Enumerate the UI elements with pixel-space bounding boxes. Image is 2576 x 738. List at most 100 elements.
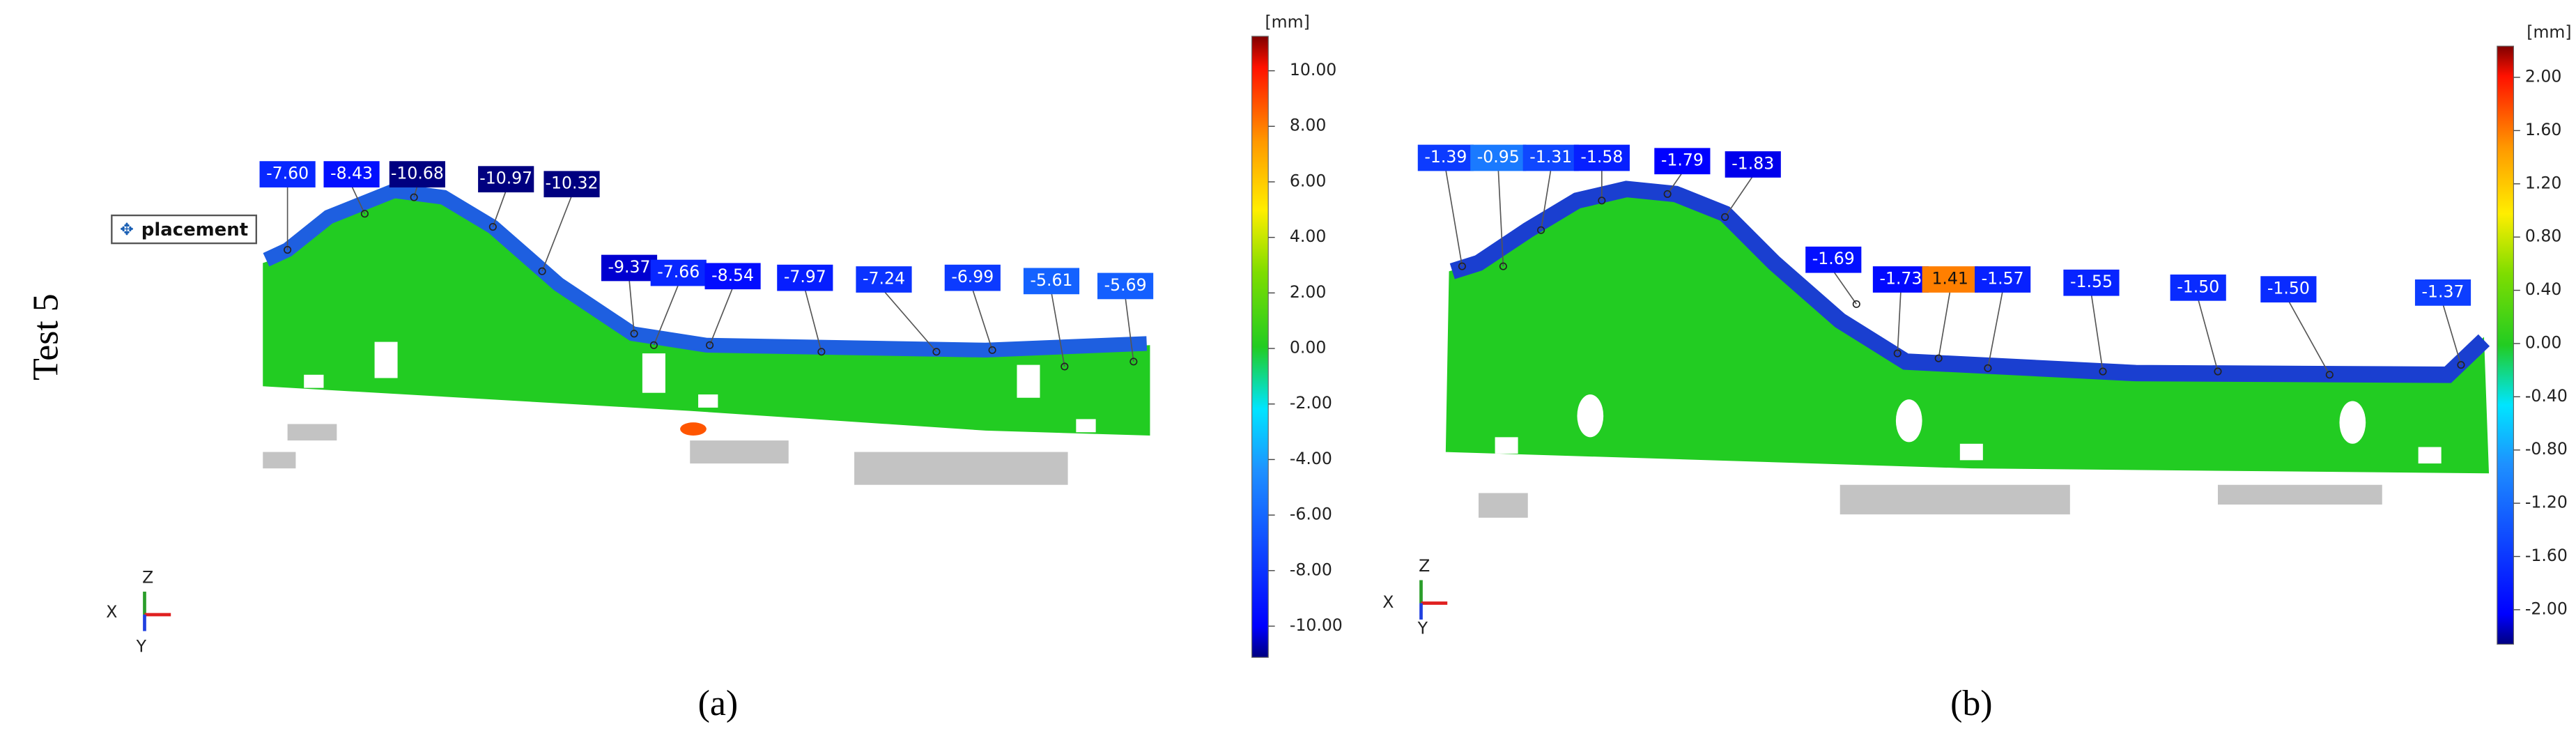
annotation-box [944, 264, 1001, 291]
svg-text:✥: ✥ [120, 220, 134, 239]
probe-point [706, 341, 714, 349]
axis-label: X [106, 602, 117, 622]
leader-line [1897, 291, 1902, 354]
leader-line [1051, 292, 1065, 367]
annotation-box [1573, 144, 1630, 171]
axis-label: Y [1417, 619, 1428, 638]
scale-label: -2.00 [1290, 393, 1332, 413]
annotation-box [2414, 279, 2471, 306]
part-b [1445, 180, 2490, 518]
annotation-label: -7.66 [657, 262, 700, 282]
probe-point [1721, 213, 1729, 221]
probe-point [1663, 190, 1672, 198]
scale-label: -10.00 [1290, 615, 1343, 635]
probe-point [630, 330, 638, 338]
annotation-label: -8.54 [711, 266, 754, 285]
annotation-box [478, 166, 534, 193]
annotation-box [259, 161, 316, 187]
annotation-box [2260, 276, 2317, 303]
scale-label: 0.00 [2525, 332, 2561, 352]
scale-label: 1.20 [2525, 173, 2561, 192]
leader-line [1667, 172, 1683, 194]
probe-point [410, 193, 418, 201]
annotation-label: -1.58 [1580, 147, 1623, 167]
unit-label: [mm] [1265, 13, 1309, 32]
placement-tag: placement [141, 220, 248, 240]
annotation-box [650, 259, 707, 286]
annotation-label: -5.69 [1104, 275, 1147, 295]
leader-line [1938, 291, 1951, 359]
annotation-label: -1.83 [1732, 153, 1774, 173]
scale-label: 2.00 [2525, 66, 2561, 86]
annotation-label: -1.57 [1982, 269, 2024, 289]
probe-point [2325, 371, 2334, 379]
probe-point [2099, 367, 2107, 376]
axis-label: Y [136, 637, 147, 656]
annotation-box [1417, 144, 1474, 171]
leader-line [709, 287, 734, 346]
probe-point [2214, 367, 2222, 376]
annotation-box [1805, 246, 1862, 273]
annotation-label: -7.60 [266, 164, 309, 183]
annotation-label: 1.41 [1931, 269, 1968, 289]
leader-line [2442, 304, 2462, 365]
annotation-box [1470, 144, 1527, 171]
axis-label: Z [142, 568, 153, 587]
probe-point [1893, 349, 1902, 358]
annotation-box [601, 254, 658, 282]
annotation-label: -0.95 [1477, 147, 1520, 167]
leader-line [350, 185, 366, 215]
leader-line [1497, 169, 1504, 267]
probe-point [932, 348, 941, 356]
scale-label: 6.00 [1290, 171, 1326, 190]
scale-label: 0.40 [2525, 279, 2561, 299]
annotation-box [1654, 148, 1711, 175]
leader-line [2288, 300, 2331, 376]
probe-point [1598, 197, 1606, 205]
annotation-box [1023, 268, 1080, 295]
scale-label: -0.80 [2525, 439, 2568, 459]
annotation-label: -1.37 [2422, 282, 2465, 301]
probe-point [1984, 364, 1992, 372]
annotations: -7.60 -8.43 -10.68 -10.97 -10.32 -9.37 -7.66 -8… [259, 144, 2471, 379]
probe-point [1537, 226, 1545, 234]
scale-label: -6.00 [1290, 505, 1332, 524]
scale-label: 1.60 [2525, 120, 2561, 139]
scale-label: 8.00 [1290, 116, 1326, 135]
scale-label: -2.00 [2525, 599, 2568, 618]
probe-point [649, 341, 658, 349]
annotation-label: -10.32 [546, 174, 599, 193]
scale-label: -1.20 [2525, 493, 2568, 512]
annotation-label: -9.37 [608, 257, 651, 277]
annotation-label: -7.24 [863, 269, 905, 289]
probe-point [284, 246, 292, 254]
scale-label: 10.00 [1290, 60, 1336, 79]
probe-point [1499, 262, 1507, 270]
probe-point [2457, 361, 2465, 369]
annotation-label: -1.55 [2070, 272, 2113, 291]
probe-point [988, 346, 996, 354]
leader-line [1445, 169, 1463, 267]
scale-label: -0.40 [2525, 386, 2568, 406]
probe-point [1934, 354, 1943, 362]
annotation-label: -6.99 [951, 267, 994, 286]
annotation-label: -1.31 [1529, 147, 1572, 167]
axis-label: X [1382, 592, 1394, 612]
annotation-label: -8.43 [330, 164, 373, 183]
annotation-box [389, 161, 445, 187]
probe-point [488, 223, 497, 231]
unit-label: [mm] [2527, 22, 2571, 42]
annotation-box [1922, 266, 1978, 293]
scale-label: 4.00 [1290, 226, 1326, 246]
annotation-label: -10.97 [479, 169, 532, 188]
color-bar [1251, 36, 1269, 658]
scale-label: -4.00 [1290, 449, 1332, 468]
probe-point [1129, 358, 1138, 366]
scale-label: 0.80 [2525, 226, 2561, 246]
leader-line [1987, 291, 2003, 369]
leader-line [1724, 175, 1754, 217]
annotation-label: -1.50 [2267, 279, 2310, 298]
annotation-box [704, 263, 761, 290]
